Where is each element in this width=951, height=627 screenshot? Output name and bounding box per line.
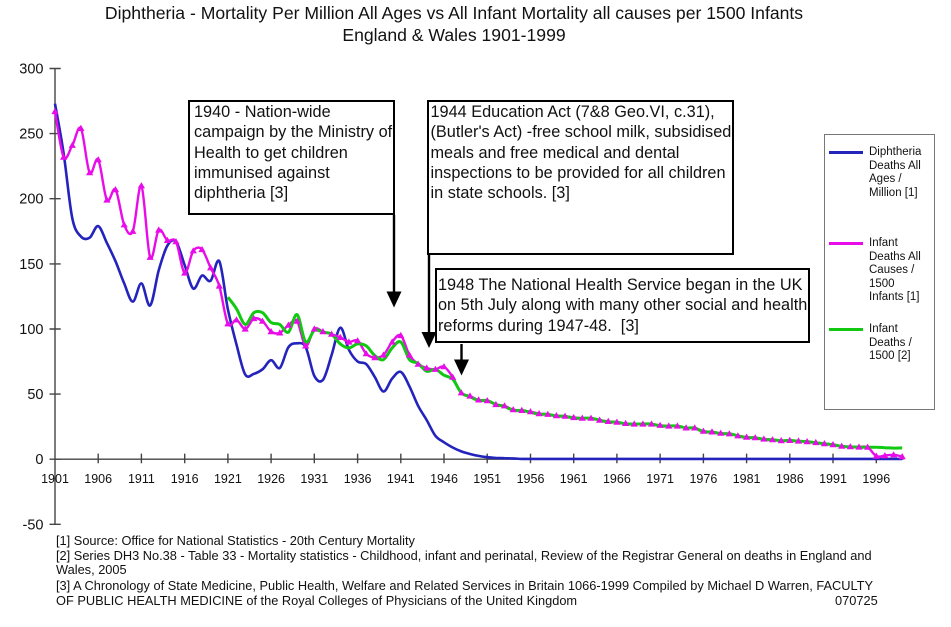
svg-text:1956: 1956: [517, 472, 545, 486]
svg-text:1921: 1921: [214, 472, 242, 486]
svg-text:1976: 1976: [689, 472, 717, 486]
svg-text:1966: 1966: [603, 472, 631, 486]
svg-text:50: 50: [27, 387, 43, 403]
svg-text:1986: 1986: [776, 472, 804, 486]
svg-text:1916: 1916: [171, 472, 199, 486]
svg-text:1971: 1971: [646, 472, 674, 486]
svg-text:1981: 1981: [733, 472, 761, 486]
svg-text:1946: 1946: [430, 472, 458, 486]
svg-text:1926: 1926: [257, 472, 285, 486]
svg-text:1961: 1961: [560, 472, 588, 486]
svg-text:1996: 1996: [862, 472, 890, 486]
svg-text:250: 250: [19, 127, 43, 143]
svg-text:1911: 1911: [128, 472, 155, 486]
svg-text:-50: -50: [23, 517, 44, 533]
svg-text:200: 200: [19, 192, 43, 208]
svg-text:1991: 1991: [819, 472, 847, 486]
svg-text:0: 0: [35, 452, 43, 468]
svg-text:1901: 1901: [41, 472, 69, 486]
svg-text:100: 100: [19, 322, 43, 338]
svg-text:1906: 1906: [84, 472, 112, 486]
svg-text:150: 150: [19, 257, 43, 273]
svg-text:1936: 1936: [344, 472, 372, 486]
svg-text:300: 300: [19, 62, 43, 78]
svg-text:1931: 1931: [300, 472, 328, 486]
svg-text:1951: 1951: [473, 472, 501, 486]
svg-text:1941: 1941: [387, 472, 415, 486]
